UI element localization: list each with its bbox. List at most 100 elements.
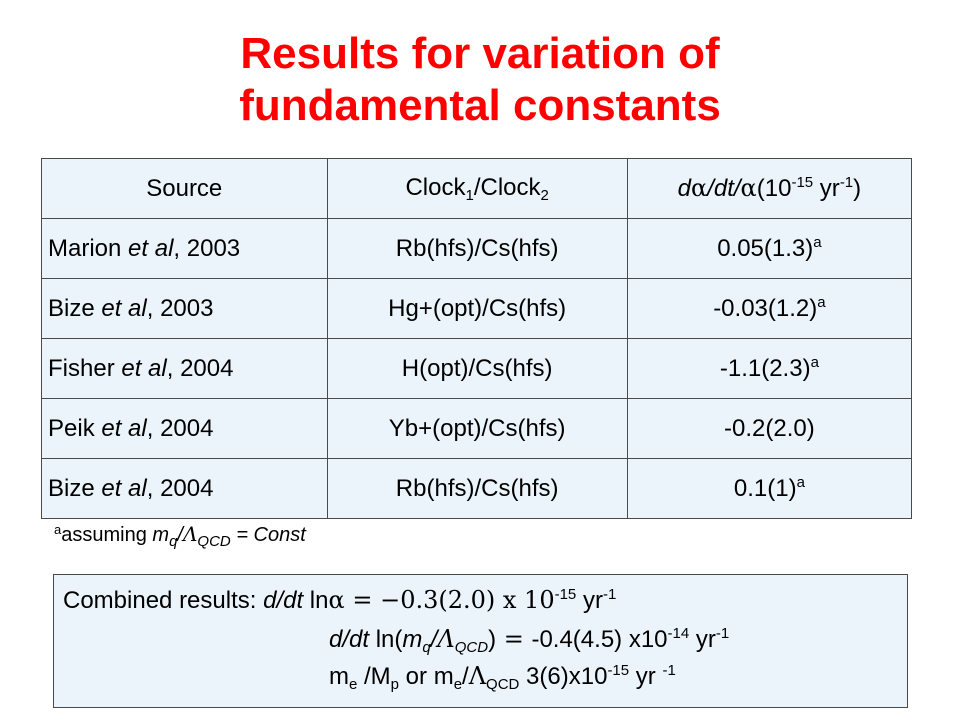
slide-title: Results for variation of fundamental con… [0,28,960,132]
cell-value-note: a [810,354,819,371]
title-line-1: Results for variation of [240,29,720,78]
cell-clocks: Rb(hfs)/Cs(hfs) [326,458,628,519]
combined-line-2: d/dt ln(mq/ΛQCD) = -0.4(4.5) x10-14 yr-1 [329,625,729,656]
combined-line2-eq: = [496,625,532,653]
footnote-text: assuming [61,524,153,546]
cell-year: 2004 [160,474,214,502]
cell-source: Peik et al, 2004 [41,398,328,459]
combined-line1-exp: -15 [554,586,577,603]
cell-source: Fisher et al, 2004 [41,338,328,399]
header-clock-sep: /Clock [473,173,541,201]
cell-author: Bize [48,474,95,502]
header-rate-alpha2: α [740,174,757,202]
table-row: Fisher et al, 2004 H(opt)/Cs(hfs) -1.1(2.3… [41,338,913,399]
cell-value: -0.03(1.2)a [626,278,913,339]
cell-sep: , [146,474,161,502]
combined-results-box: Combined results: d/dt lnα = −0.3(2.0) x… [53,574,908,708]
cell-author: Marion [48,234,122,262]
combined-line1-unit-exp: -1 [602,586,617,603]
footnote-m: m [152,524,170,546]
combined-line2-value: -0.4(4.5) x10 [531,626,668,653]
footnote-rest: = Const [230,524,306,546]
footnote-q: q [169,533,178,550]
header-rate-unit-exp: -1 [839,174,854,191]
combined-line3-unit-exp: -1 [662,662,676,679]
cell-etal: et al [128,234,174,262]
cell-etal: et al [101,414,147,442]
cell-value-number: 0.1(1) [733,475,797,502]
combined-line2-ln: ln( [369,626,403,653]
cell-source: Marion et al, 2003 [41,218,328,279]
cell-sep: , [166,354,181,382]
combined-line3-lambda: Λ [468,662,487,690]
cell-year: 2003 [186,234,241,262]
combined-line3-e2: e [453,676,463,693]
combined-line2-close: ) [488,626,497,653]
footnote-lambda: Λ [182,522,198,546]
combined-line1-ln: ln [303,587,329,614]
combined-line3-value: 3(6)x10 [519,663,608,690]
cell-value: 0.1(1)a [626,458,913,519]
combined-line3-m1: m [329,663,349,690]
combined-line2-lambda: Λ [437,625,455,653]
cell-value-note: a [813,234,822,251]
table-row: Peik et al, 2004 Yb+(opt)/Cs(hfs) -0.2(2.0… [41,398,913,459]
header-clocks: Clock1/Clock2 [326,158,628,219]
results-table: Source Clock1/Clock2 dα/dt/α(10-15 yr-1)… [41,158,913,519]
combined-line3-qcd: QCD [486,676,520,693]
cell-author: Bize [48,294,95,322]
cell-author: Peik [48,414,95,442]
cell-year: 2004 [180,354,234,382]
combined-line1-eq: = − [344,586,401,614]
combined-line3-slash1: /M [357,663,391,690]
cell-value-number: -0.2(2.0) [724,415,815,442]
cell-value: -0.2(2.0) [626,398,913,459]
header-rate: dα/dt/α(10-15 yr-1) [626,158,913,219]
cell-etal: et al [101,294,147,322]
combined-line3-e1: e [349,676,358,693]
table-row: Bize et al, 2004 Rb(hfs)/Cs(hfs) 0.1(1)a [41,458,913,519]
cell-sep: , [146,294,161,322]
combined-line3-p: p [390,676,400,693]
cell-year: 2003 [160,294,214,322]
footnote-slash: / [177,524,183,546]
combined-line2-expr: d/dt [329,626,370,653]
combined-line2-unit-exp: -1 [715,625,730,642]
title-line-2: fundamental constants [239,81,721,130]
footnote-qcd: QCD [197,533,231,550]
footnote: aassuming mq/ΛQCD = Const [54,522,306,550]
combined-line2-qcd: QCD [454,639,489,656]
cell-value-note: a [817,294,826,311]
footnote-mark: a [54,522,62,537]
combined-line3-unit: yr [629,663,663,690]
cell-clocks: Yb+(opt)/Cs(hfs) [326,398,628,459]
combined-line-3: me /Mp or me/ΛQCD 3(6)x10-15 yr -1 [329,662,676,693]
combined-line2-q: q [422,639,431,656]
combined-line2-exp: -14 [667,625,690,642]
cell-clocks: H(opt)/Cs(hfs) [326,338,628,399]
table-row: Marion et al, 2003 Rb(hfs)/Cs(hfs) 0.05(1.… [41,218,913,279]
combined-line3-exp: -15 [607,662,630,679]
combined-label: Combined results: [63,587,264,614]
cell-value: 0.05(1.3)a [626,218,913,279]
table-row: Bize et al, 2003 Hg+(opt)/Cs(hfs) -0.03(1.… [41,278,913,339]
cell-author: Fisher [48,354,115,382]
cell-value-number: -0.03(1.2) [713,295,818,322]
combined-line1-expr: d/dt [263,587,304,614]
cell-value-number: 0.05(1.3) [717,235,814,262]
combined-line1-alpha: α [328,586,345,614]
combined-line1-value: 0.3(2.0) x 10 [400,586,555,614]
header-clock-a: Clock [405,173,466,201]
cell-etal: et al [121,354,167,382]
cell-year: 2004 [160,414,214,442]
header-clock-b-sub: 2 [540,186,549,204]
combined-line2-m: m [402,626,423,653]
cell-value-note: a [796,474,805,491]
cell-clocks: Hg+(opt)/Cs(hfs) [326,278,628,339]
header-source: Source [41,158,328,219]
cell-clocks: Rb(hfs)/Cs(hfs) [326,218,628,279]
cell-etal: et al [101,474,147,502]
cell-sep: , [173,234,187,262]
combined-line3-or: or m [399,663,454,690]
combined-line-1: Combined results: d/dt lnα = −0.3(2.0) x… [63,586,616,615]
